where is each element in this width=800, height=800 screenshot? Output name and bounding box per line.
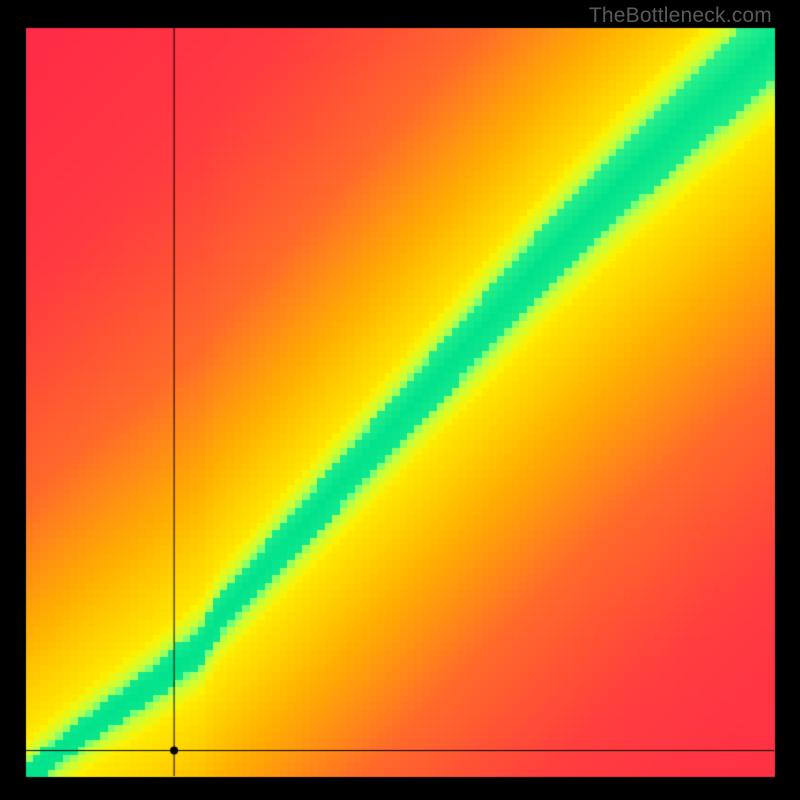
watermark-text: TheBottleneck.com [589,4,772,28]
heatmap-canvas [0,0,800,800]
chart-container: TheBottleneck.com [0,0,800,800]
